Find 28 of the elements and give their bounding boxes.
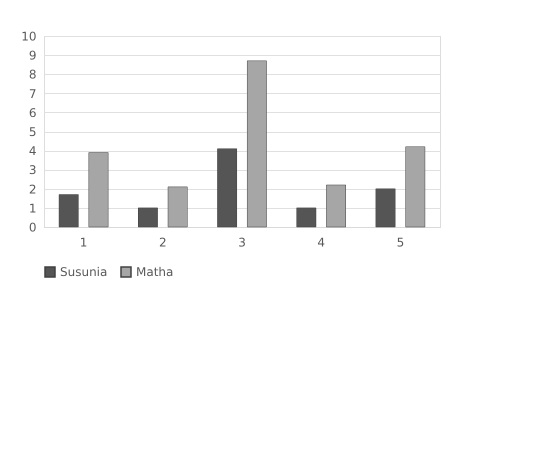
x-tick-label: 2 [158,236,167,250]
x-tick-label: 3 [238,236,246,250]
y-tick-label: 1 [28,201,36,216]
legend-label: Susunia [60,265,108,279]
bar [376,188,396,228]
y-tick-label: 6 [28,106,36,120]
bar [217,148,238,228]
y-tick-label: 8 [28,68,36,82]
bar [405,146,426,228]
y-tick-label: 5 [28,125,36,139]
bar [296,208,316,228]
bar [58,194,79,228]
bar [138,208,158,228]
y-tick-label: 3 [28,163,36,178]
x-tick-label: 4 [317,236,326,250]
y-tick-label: 7 [28,86,36,101]
y-tick-label: 9 [28,48,36,63]
bar [246,60,267,228]
bar [168,186,188,228]
bar [88,152,108,228]
legend-label: Matha [136,265,174,279]
bar [326,184,346,228]
x-tick-label: 1 [80,236,88,250]
y-tick-label: 10 [21,30,36,44]
y-tick-label: 4 [28,144,36,158]
y-tick-label: 0 [28,220,36,234]
y-tick-label: 2 [28,182,36,196]
x-tick-label: 5 [396,236,404,250]
